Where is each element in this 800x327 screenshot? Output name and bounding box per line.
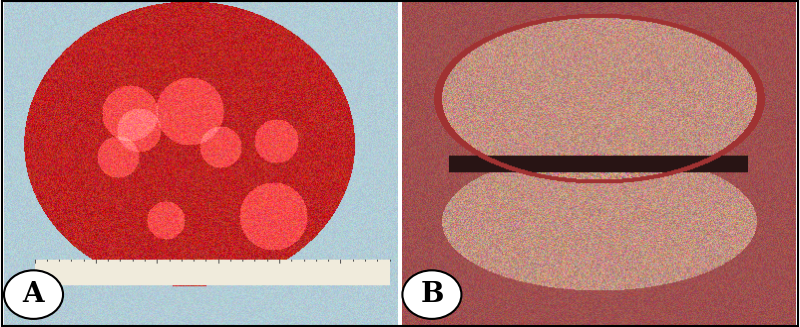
Text: B: B — [420, 281, 444, 308]
Circle shape — [402, 270, 462, 319]
Text: A: A — [22, 281, 44, 308]
Circle shape — [4, 270, 63, 319]
